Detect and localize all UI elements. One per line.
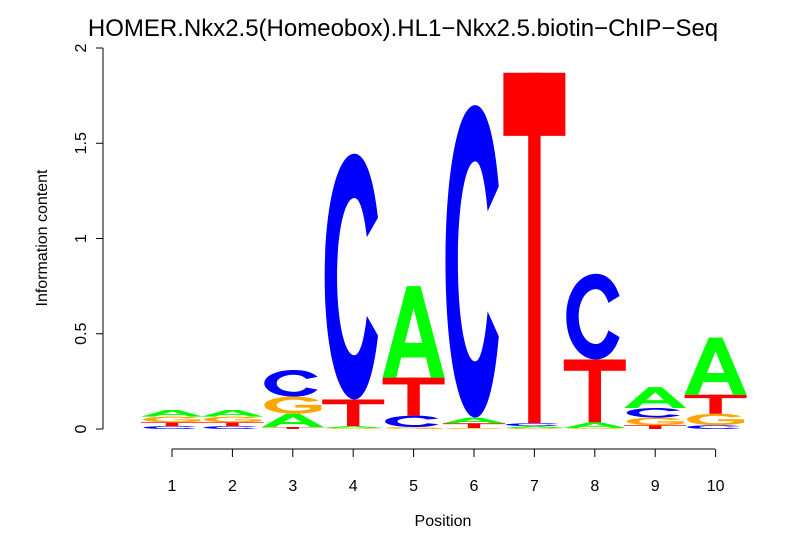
x-tick-label: 5: [409, 478, 418, 495]
logo-letter-a: [503, 426, 566, 429]
logo-letter-t: [503, 72, 566, 424]
logo-letter-a: [261, 413, 324, 428]
logo-stack: [261, 369, 324, 429]
logo-letter-g: [566, 428, 624, 429]
logo-letter-a: [201, 409, 264, 417]
logo-letter-a: [443, 417, 505, 424]
logo-stack: [443, 105, 505, 429]
logo-stack: [322, 153, 385, 429]
logo-letter-g: [324, 428, 382, 429]
x-tick-label: 1: [168, 478, 177, 495]
logo-letter-a: [624, 387, 687, 409]
logo-stack: [382, 286, 445, 429]
x-tick-label: 7: [530, 478, 539, 495]
y-tick-label: 2: [73, 43, 90, 52]
logo-letter-g: [143, 416, 201, 423]
logo-letter-a: [322, 426, 385, 429]
logo-letter-c: [385, 415, 439, 428]
logo-letter-c: [505, 423, 560, 427]
logo-letter-g: [505, 428, 563, 429]
logo-letter-c: [445, 105, 499, 418]
y-tick-label: 0: [73, 424, 90, 433]
logo-letter-c: [626, 408, 680, 418]
logo-letters: [141, 72, 747, 429]
logo-stack: [503, 72, 566, 429]
logo-letter-t: [563, 359, 626, 423]
x-tick-label: 10: [707, 478, 725, 495]
chart-title: HOMER.Nkx2.5(Homeobox).HL1−Nkx2.5.biotin…: [88, 15, 718, 42]
x-axis: 1 2 3 4 5 6 7 8 9 10: [168, 448, 725, 495]
x-axis-label: Position: [415, 513, 472, 530]
logo-letter-t: [261, 427, 324, 429]
logo-letter-c: [687, 425, 741, 429]
logo-stack: [624, 387, 687, 429]
logo-letter-t: [382, 377, 445, 416]
logo-letter-c: [566, 273, 620, 360]
logo-letter-a: [141, 409, 203, 417]
logo-letter-t: [322, 399, 385, 427]
logo-letter-g: [264, 396, 322, 414]
x-tick-label: 9: [651, 478, 660, 495]
y-axis: 0 0.5 1 1.5 2: [73, 43, 104, 433]
logo-letter-c: [143, 426, 197, 429]
logo-letter-c: [324, 153, 378, 400]
logo-letter-g: [626, 417, 684, 426]
logo-letter-a: [684, 337, 747, 395]
logo-stack: [201, 409, 264, 429]
x-tick-label: 4: [349, 478, 358, 495]
logo-letter-g: [687, 413, 745, 426]
logo-letter-t: [684, 394, 747, 414]
x-tick-label: 3: [288, 478, 297, 495]
logo-letter-g: [445, 428, 503, 429]
logo-letter-a: [563, 422, 626, 429]
logo-letter-a: [382, 286, 445, 378]
logo-letter-c: [203, 426, 258, 429]
logo-letter-g: [385, 427, 443, 429]
logo-letter-t: [201, 422, 264, 427]
logo-letter-t: [624, 425, 687, 429]
logo-letter-t: [443, 423, 505, 429]
logo-stack: [141, 409, 203, 429]
logo-stack: [563, 273, 626, 429]
logo-letter-t: [141, 422, 203, 427]
logo-stack: [684, 337, 747, 429]
x-tick-label: 6: [470, 478, 479, 495]
y-tick-label: 1.5: [73, 132, 90, 154]
x-tick-label: 8: [590, 478, 599, 495]
x-tick-label: 2: [228, 478, 237, 495]
logo-letter-c: [264, 369, 318, 397]
logo-letter-g: [203, 416, 261, 423]
y-tick-label: 1: [73, 234, 90, 243]
y-tick-label: 0.5: [73, 323, 90, 345]
y-axis-label: Information content: [34, 169, 51, 307]
